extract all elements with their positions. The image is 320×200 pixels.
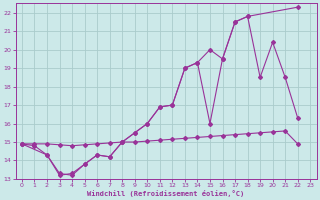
X-axis label: Windchill (Refroidissement éolien,°C): Windchill (Refroidissement éolien,°C) [87,190,245,197]
